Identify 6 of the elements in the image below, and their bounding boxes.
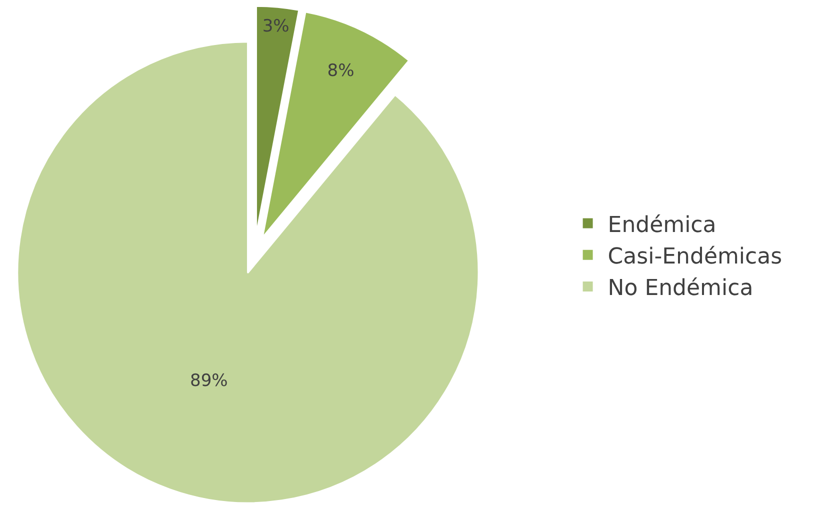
legend-label: No Endémica	[608, 276, 754, 302]
legend-label: Endémica	[608, 212, 716, 238]
legend-label: Casi-Endémicas	[608, 244, 782, 270]
data-label: 3%	[262, 16, 290, 37]
data-label: 89%	[190, 370, 228, 391]
data-label: 8%	[327, 61, 354, 82]
